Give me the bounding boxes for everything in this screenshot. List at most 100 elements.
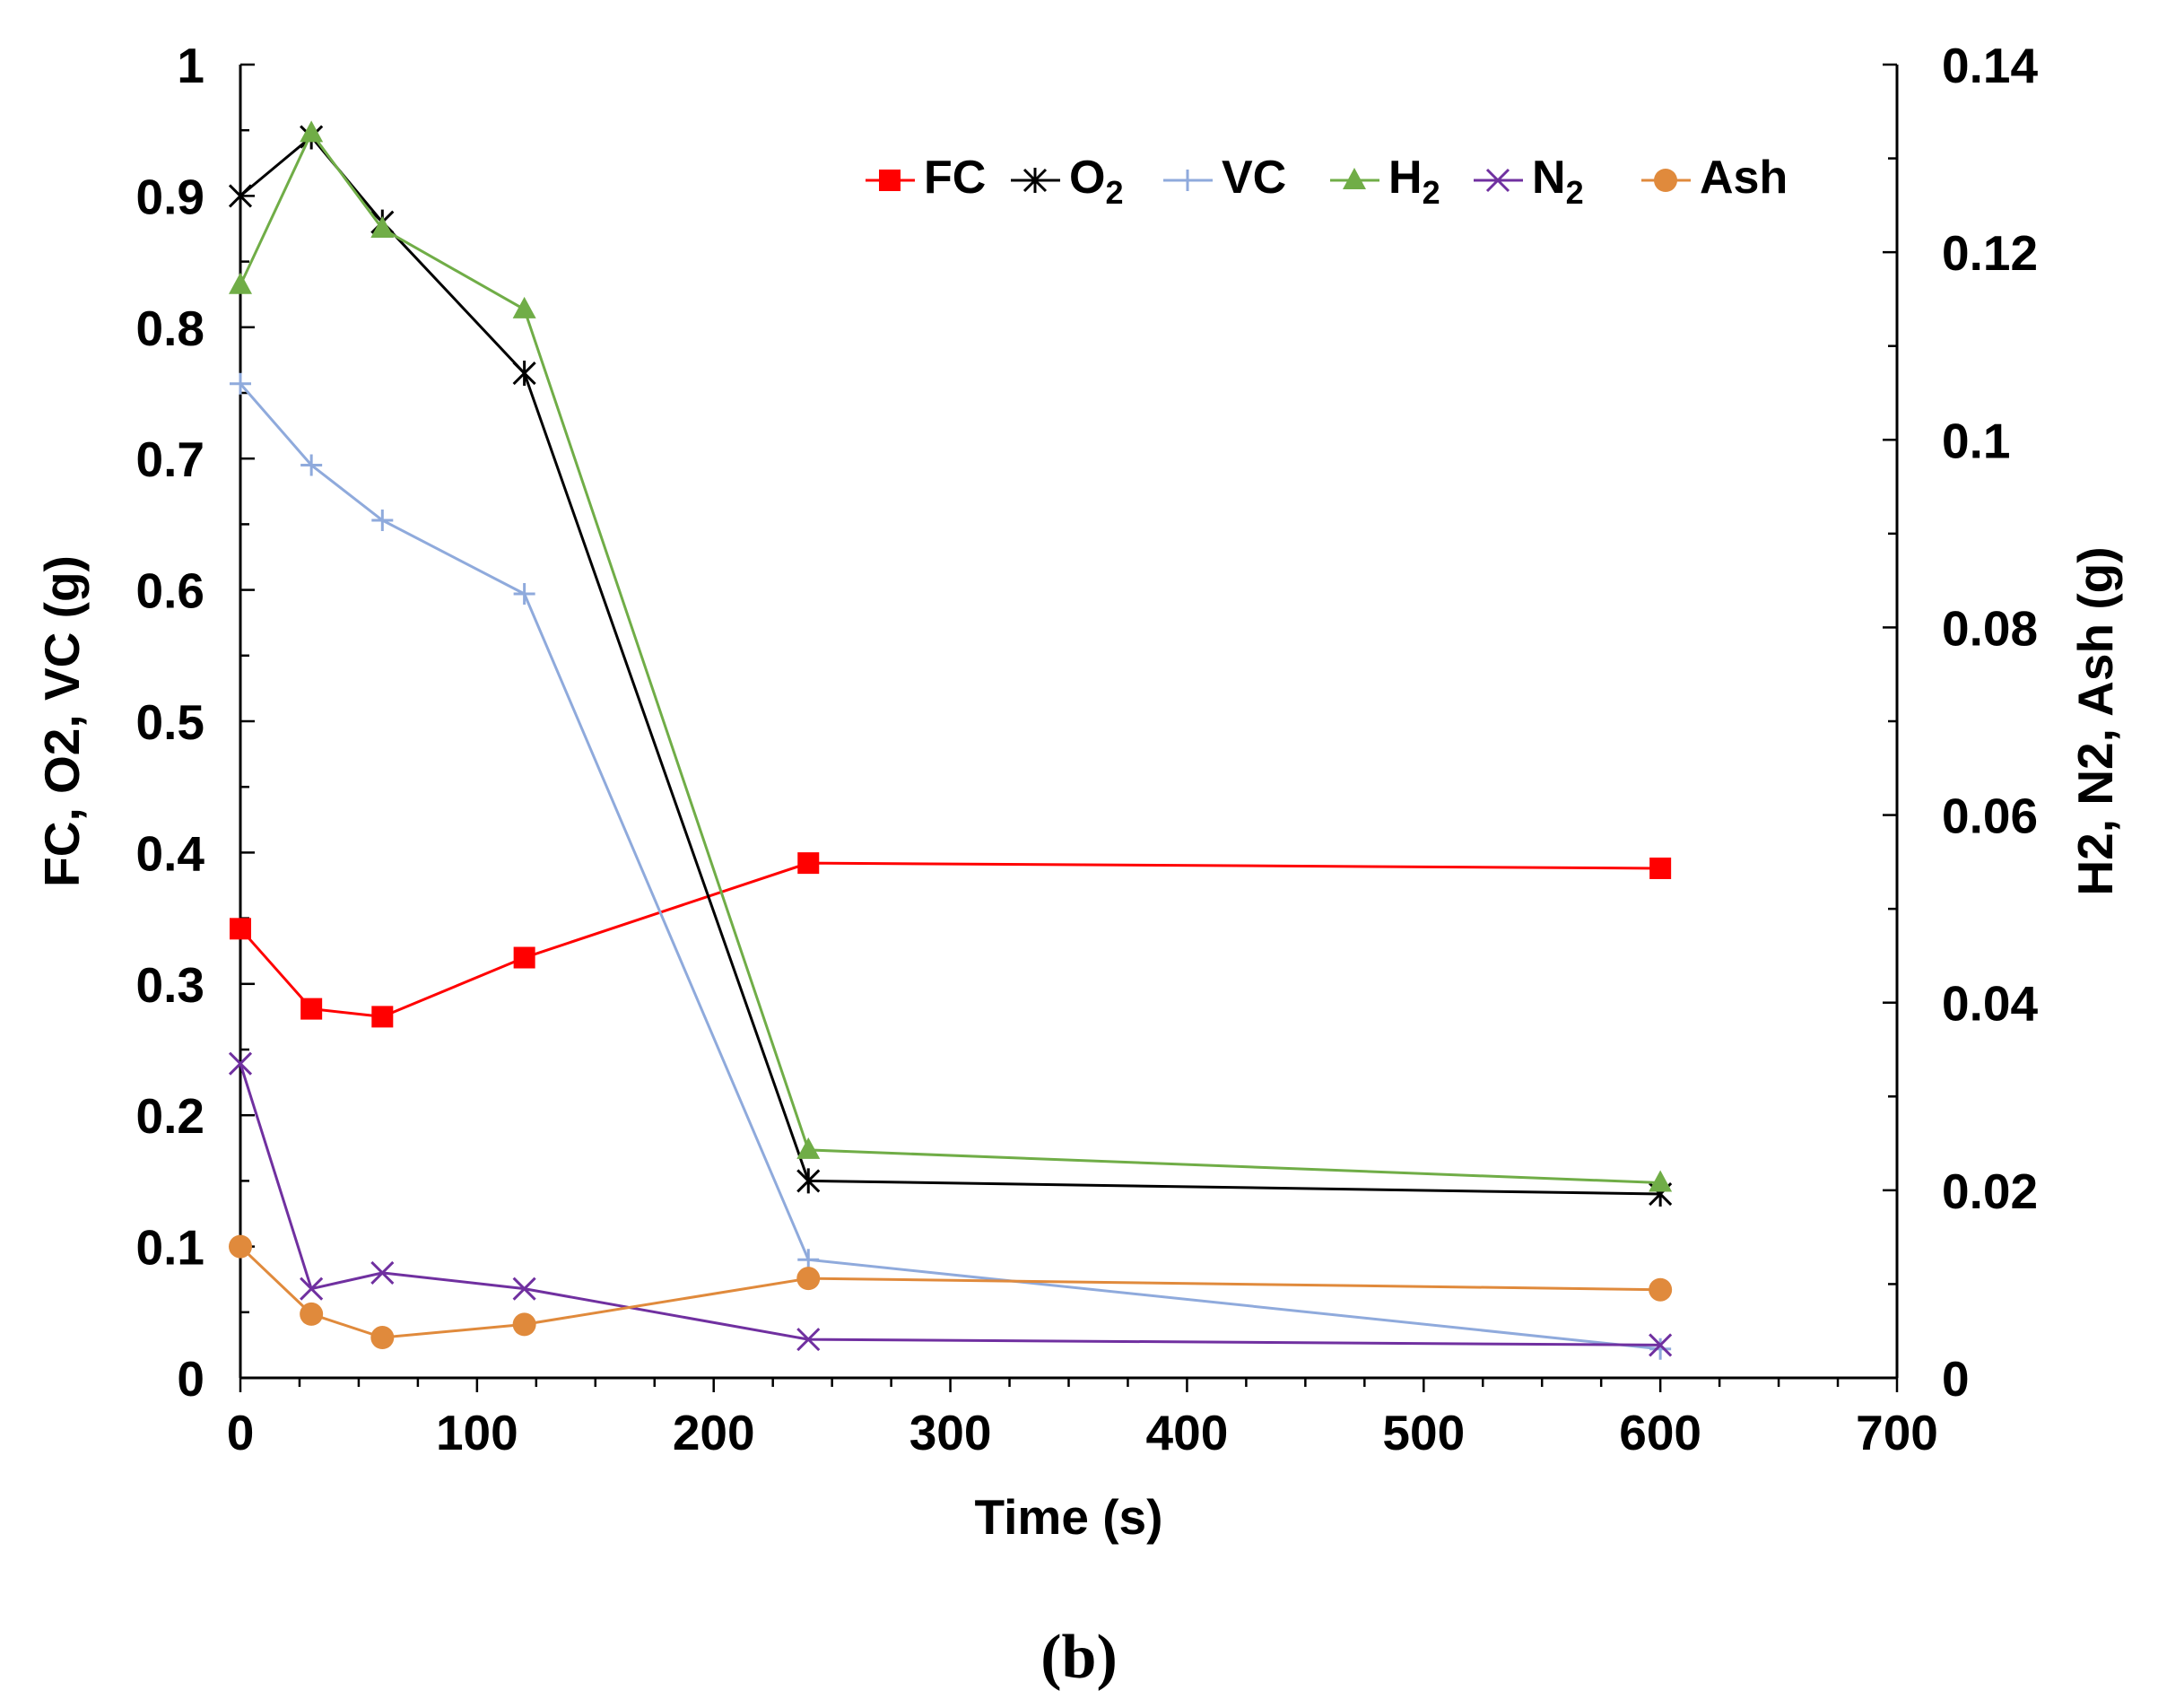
data-point-N2 (228, 1051, 253, 1076)
y-right-tick-label: 0.06 (1942, 789, 2038, 844)
x-tick-label: 700 (1856, 1405, 1938, 1460)
series-line-O2 (239, 135, 1661, 1196)
data-point-N2 (1649, 1333, 1673, 1357)
series-Ash (229, 1234, 1673, 1350)
legend-label-H2: H2 (1388, 152, 1440, 211)
data-point-FC (371, 1006, 394, 1028)
x-tick-label: 500 (1382, 1405, 1465, 1460)
series-VC (230, 372, 1672, 1360)
data-point-VC (230, 372, 251, 395)
y-left-tick-label: 0.1 (136, 1220, 204, 1276)
x-axis-title: Time (s) (975, 1489, 1163, 1545)
y-left-tick-label: 0.3 (136, 957, 204, 1013)
y-left-tick-label: 0.8 (136, 301, 204, 356)
legend-entry-O2: O2 (1011, 152, 1123, 211)
x-tick-label: 400 (1146, 1405, 1229, 1460)
data-point-Ash (370, 1326, 395, 1350)
x-tick-label: 200 (673, 1405, 755, 1460)
legend-marker-O2 (1022, 168, 1048, 193)
series-layer (228, 120, 1673, 1360)
series-line-VC (239, 382, 1661, 1351)
series-line-N2 (239, 1063, 1661, 1346)
legend-label-main: FC (924, 152, 986, 204)
legend-label-main: VC (1222, 152, 1286, 204)
series-H2 (229, 120, 1673, 1192)
data-point-N2 (512, 1277, 536, 1301)
data-point-O2 (512, 361, 536, 387)
legend-entry-FC: FC (866, 152, 986, 204)
series-N2 (228, 1051, 1673, 1357)
series-line-H2 (239, 130, 1661, 1184)
data-point-Ash (300, 1302, 324, 1326)
y-left-tick-label: 0.4 (136, 825, 205, 881)
legend-marker-FC (879, 170, 901, 191)
data-point-VC (1649, 1338, 1672, 1360)
y-right-tick-label: 0.08 (1942, 600, 2038, 656)
series-line-Ash (239, 1245, 1661, 1339)
legend-entry-VC: VC (1163, 152, 1286, 204)
figure-caption: (b) (1040, 1623, 1118, 1692)
legend: FC O2 VC H2 N2 Ash (866, 152, 1788, 211)
legend-label-main: Ash (1700, 152, 1788, 204)
data-point-VC (513, 582, 535, 605)
data-point-Ash (512, 1312, 536, 1337)
x-tick-label: 0 (227, 1405, 255, 1460)
y-right-tick-label: 0.02 (1942, 1163, 2038, 1219)
y-right-tick-label: 0 (1942, 1351, 1970, 1407)
y-left-tick-label: 0.5 (136, 694, 204, 750)
data-point-H2 (1649, 1170, 1673, 1192)
data-point-Ash (229, 1234, 252, 1259)
legend-entry-H2: H2 (1330, 152, 1440, 211)
legend-label-VC: VC (1222, 152, 1286, 204)
series-line-FC (239, 861, 1661, 1018)
legend-label-subscript: 2 (1566, 174, 1584, 211)
y-left-tick-label: 0.6 (136, 563, 204, 619)
legend-label-main: H (1388, 152, 1423, 204)
legend-marker-N2 (1485, 168, 1510, 193)
data-point-FC (1649, 857, 1672, 879)
x-tick-label: 100 (436, 1405, 518, 1460)
y-axis-left-title: FC, O2, VC (g) (34, 555, 90, 887)
data-point-FC (300, 998, 323, 1020)
data-point-VC (371, 510, 394, 532)
data-point-H2 (796, 1137, 821, 1159)
legend-label-subscript: 2 (1423, 174, 1440, 211)
data-point-O2 (796, 1168, 821, 1194)
data-point-H2 (512, 296, 536, 318)
data-point-FC (797, 852, 820, 875)
data-point-FC (513, 946, 535, 969)
data-point-H2 (300, 120, 324, 143)
legend-label-subscript: 2 (1105, 174, 1123, 211)
data-point-O2 (228, 183, 253, 209)
y-right-tick-label: 0.14 (1942, 38, 2038, 93)
legend-marker-H2 (1343, 168, 1366, 189)
legend-label-N2: N2 (1532, 152, 1584, 211)
legend-label-FC: FC (924, 152, 986, 204)
series-O2 (228, 124, 1673, 1207)
data-point-N2 (370, 1260, 395, 1285)
data-point-H2 (229, 272, 252, 294)
data-point-VC (300, 454, 323, 476)
y-left-tick-label: 0.2 (136, 1088, 204, 1144)
legend-marker-Ash (1654, 169, 1677, 192)
legend-label-main: O (1069, 152, 1105, 204)
axes: 0 100 200 300 400 500 600 70000.10.20.30.40.50.… (136, 38, 2039, 1460)
y-right-tick-label: 0.12 (1942, 225, 2038, 281)
legend-label-Ash: Ash (1700, 152, 1788, 204)
x-tick-label: 600 (1619, 1405, 1701, 1460)
data-point-H2 (370, 216, 395, 238)
x-tick-label: 300 (909, 1405, 992, 1460)
data-point-N2 (796, 1328, 821, 1352)
y-left-tick-label: 0.9 (136, 169, 204, 224)
legend-label-main: N (1532, 152, 1566, 204)
legend-label-O2: O2 (1069, 152, 1123, 211)
data-point-FC (230, 918, 251, 940)
legend-entry-Ash: Ash (1641, 152, 1788, 204)
data-point-Ash (796, 1267, 821, 1291)
y-right-tick-label: 0.1 (1942, 413, 2010, 468)
legend-marker-VC (1177, 170, 1198, 191)
data-point-N2 (300, 1277, 324, 1301)
series-FC (230, 852, 1672, 1028)
data-point-Ash (1649, 1277, 1673, 1302)
